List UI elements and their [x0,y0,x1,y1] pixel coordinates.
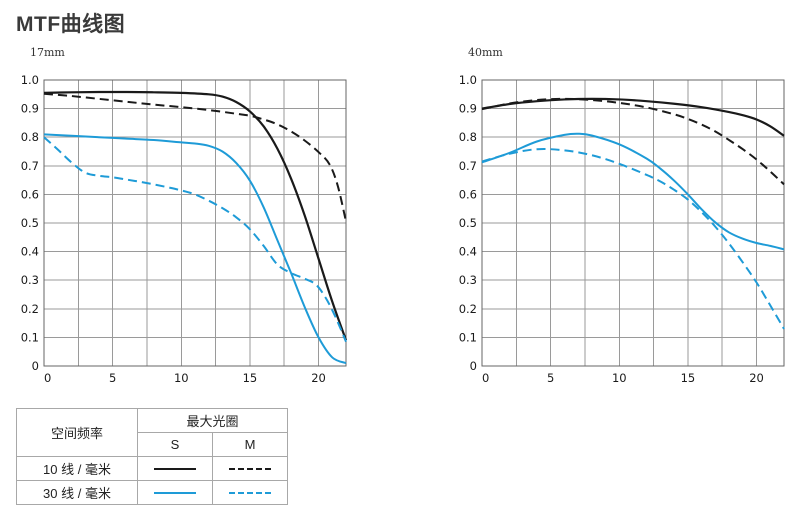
plot-border [481,79,785,367]
y-axis-labels: 0 0.1 0.2 0.3 0.4 0.5 0.6 0.7 0.8 0.9 1.0 [459,73,477,373]
line-sample-30-solid [154,491,196,494]
chart-svg: 0 0.1 0.2 0.3 0.4 0.5 0.6 0.7 0.8 0.9 1.0 0 5 10 15 20 [21,73,348,385]
y-tick-label: 0.9 [21,102,39,116]
grid [43,79,346,367]
y-axis-labels: 0 0.1 0.2 0.3 0.4 0.5 0.6 0.7 0.8 0.9 1.0 [21,73,39,373]
y-tick-label: 0.7 [21,159,39,173]
x-tick-label: 5 [547,371,554,385]
mtf-chart-block-17mm: 17mm 0 0.1 0.2 0.3 0.4 0.5 0.6 0.7 0.8 0.9 1.0 0 5 10… [14,46,348,388]
y-tick-label: 0.8 [459,130,477,144]
y-tick-label: 0.2 [459,302,477,316]
legend-label-30-lines: 30 线 / 毫米 [16,480,138,505]
y-tick-label: 0.7 [459,159,477,173]
y-tick-label: 0.4 [21,245,39,259]
curve-s10 [43,90,348,341]
y-tick-label: 1.0 [459,73,477,87]
legend-table: 空间频率 最大光圈 S M 10 线 / 毫米 30 线 / 毫米 [16,408,288,505]
mtf-chart-40mm: 0 0.1 0.2 0.3 0.4 0.5 0.6 0.7 0.8 0.9 1.0 0 5 10 15 20 [452,64,786,388]
curve-m10 [481,97,785,186]
legend-row-30-lines: 30 线 / 毫米 [16,480,288,505]
legend-row-10-lines: 10 线 / 毫米 [16,456,288,481]
x-axis-labels: 0 5 10 15 20 [44,371,326,385]
x-tick-label: 15 [681,371,696,385]
line-sample-30-dashed [229,491,271,494]
x-tick-label: 10 [174,371,189,385]
y-tick-label: 0 [470,359,477,373]
y-tick-label: 0.1 [459,330,477,344]
y-tick-label: 1.0 [21,73,39,87]
y-tick-label: 0.1 [21,330,39,344]
chart-focal-label-40mm: 40mm [468,46,503,59]
x-tick-label: 5 [109,371,116,385]
mtf-chart-17mm: 0 0.1 0.2 0.3 0.4 0.5 0.6 0.7 0.8 0.9 1.0 0 5 10 15 20 [14,64,348,388]
y-tick-label: 0.5 [21,216,39,230]
y-tick-label: 0.4 [459,245,477,259]
chart-focal-label-17mm: 17mm [30,46,65,59]
y-tick-label: 0.9 [459,102,477,116]
y-tick-label: 0.5 [459,216,477,230]
line-sample-10-dashed [229,467,271,470]
legend-subheader-s: S [137,432,213,457]
y-tick-label: 0.3 [21,273,39,287]
mtf-chart-block-40mm: 40mm 0 0.1 0.2 0.3 0.4 0.5 0.6 0.7 0.8 0.9 1.0 0 5 10… [452,46,786,388]
legend-label-10-lines: 10 线 / 毫米 [16,456,138,481]
x-tick-label: 20 [311,371,326,385]
curve-m30 [43,136,347,343]
legend-header-max-aperture: 最大光圈 [137,408,288,433]
y-tick-label: 0.2 [21,302,39,316]
legend-header-spatial-frequency: 空间频率 [16,408,138,457]
legend-subheader-m: M [212,432,288,457]
curve-m10 [43,92,347,222]
plot-border [43,79,347,367]
y-tick-label: 0 [32,359,39,373]
y-tick-label: 0.8 [21,130,39,144]
grid [481,79,784,367]
x-tick-label: 10 [612,371,627,385]
x-tick-label: 0 [482,371,489,385]
x-tick-label: 0 [44,371,51,385]
x-tick-label: 15 [243,371,258,385]
y-tick-label: 0.6 [21,187,39,201]
y-tick-label: 0.3 [459,273,477,287]
curve-s30 [43,133,347,365]
chart-svg: 0 0.1 0.2 0.3 0.4 0.5 0.6 0.7 0.8 0.9 1.0 0 5 10 15 20 [459,73,785,385]
y-tick-label: 0.6 [459,187,477,201]
page-title: MTF曲线图 [16,13,126,36]
curve-m30 [481,148,785,330]
line-sample-10-solid [154,467,196,470]
curve-s10 [481,97,785,137]
x-axis-labels: 0 5 10 15 20 [482,371,764,385]
curve-s30 [481,132,785,251]
x-tick-label: 20 [749,371,764,385]
